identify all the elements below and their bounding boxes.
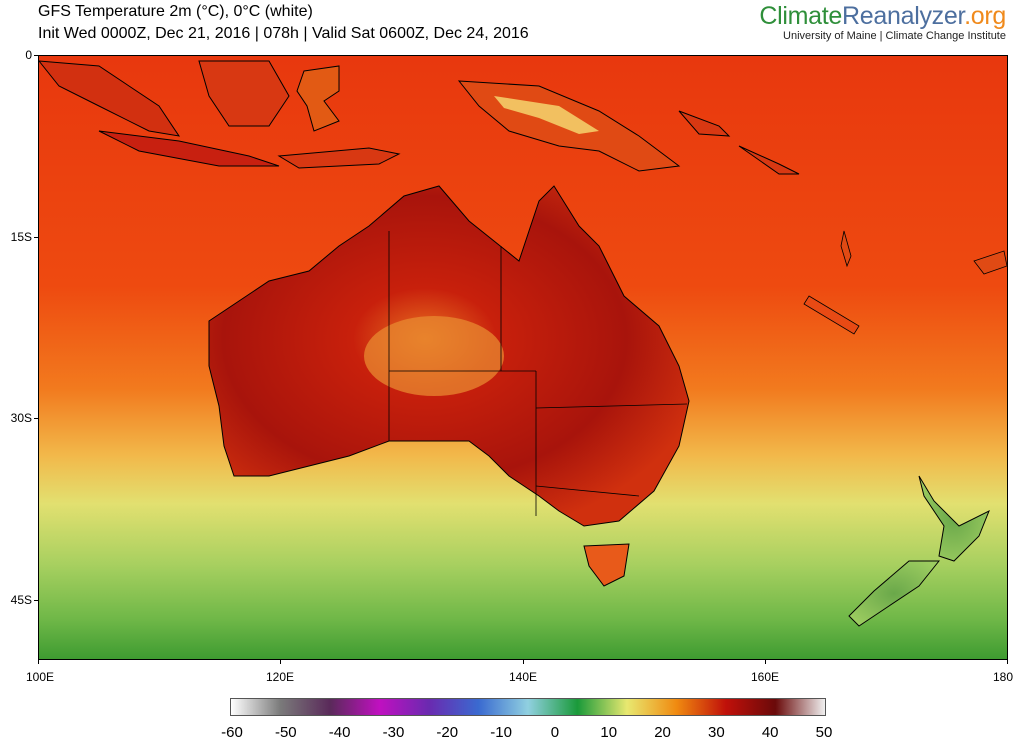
temperature-colorbar xyxy=(230,698,826,716)
colorbar-label: 40 xyxy=(761,724,779,741)
lat-tickmark xyxy=(34,237,38,238)
map-canvas xyxy=(39,56,1007,659)
chart-title: GFS Temperature 2m (°C), 0°C (white) xyxy=(38,3,313,20)
state-border-qld-nsw xyxy=(535,403,688,409)
island-sulawesi xyxy=(296,65,340,132)
brand-logo[interactable]: ClimateReanalyzer.org xyxy=(759,2,1006,31)
colorbar-label: -40 xyxy=(328,724,351,741)
colorbar-label: 50 xyxy=(815,724,833,741)
colorbar-label: 10 xyxy=(600,724,618,741)
colorbar-label: -10 xyxy=(490,724,512,741)
lon-tickmark xyxy=(765,660,766,664)
lon-tick-label: 180 xyxy=(992,670,1014,684)
brand-logo-part3: .org xyxy=(964,2,1006,30)
island-java xyxy=(98,130,280,167)
lon-tick-label: 100E xyxy=(25,670,55,684)
colorbar-label: -50 xyxy=(274,724,297,741)
lon-tick-label: 140E xyxy=(508,670,538,684)
colorbar-label: -60 xyxy=(221,724,243,741)
lat-tickmark xyxy=(34,418,38,419)
state-border-nsw-vic xyxy=(535,485,640,497)
island-borneo xyxy=(198,60,290,127)
new-zealand-south xyxy=(848,560,941,627)
lon-tick-label: 120E xyxy=(265,670,295,684)
colorbar-label: 20 xyxy=(654,724,671,741)
colorbar-label: -20 xyxy=(436,724,459,741)
brand-logo-part2: Reanalyzer xyxy=(842,2,965,30)
lat-tick-label: 30S xyxy=(10,411,32,425)
new-guinea-highlands xyxy=(494,96,599,134)
colorbar-label: 30 xyxy=(708,724,725,741)
lon-tickmark xyxy=(38,660,39,664)
brand-subtitle: University of Maine | Climate Change Ins… xyxy=(783,30,1006,42)
new-zealand-north xyxy=(918,475,990,562)
island-sumatra xyxy=(39,60,181,137)
lat-tick-label: 0 xyxy=(25,48,32,62)
lon-tickmark xyxy=(523,660,524,664)
lat-tick-label: 45S xyxy=(10,593,32,607)
lon-tickmark xyxy=(1007,660,1008,664)
tasmania xyxy=(583,543,630,587)
lat-tick-label: 15S xyxy=(10,230,32,244)
island-new-britain xyxy=(678,110,731,137)
lon-tick-label: 160E xyxy=(750,670,780,684)
lat-tickmark xyxy=(34,600,38,601)
colorbar-label: -30 xyxy=(382,724,405,741)
lon-tickmark xyxy=(280,660,281,664)
island-solomons xyxy=(738,145,800,175)
colorbar-label: 0 xyxy=(550,724,560,741)
island-lesser-sunda xyxy=(277,147,401,169)
hot-core xyxy=(364,316,504,396)
island-fiji xyxy=(973,250,1007,275)
lat-tickmark xyxy=(34,55,38,56)
temperature-map xyxy=(38,55,1008,660)
brand-block: ClimateReanalyzer.org University of Main… xyxy=(759,2,1006,42)
island-vanuatu xyxy=(840,230,852,268)
chart-subtitle: Init Wed 0000Z, Dec 21, 2016 | 078h | Va… xyxy=(38,25,529,42)
island-new-caledonia xyxy=(803,295,860,335)
brand-logo-part1: Climate xyxy=(759,2,843,30)
